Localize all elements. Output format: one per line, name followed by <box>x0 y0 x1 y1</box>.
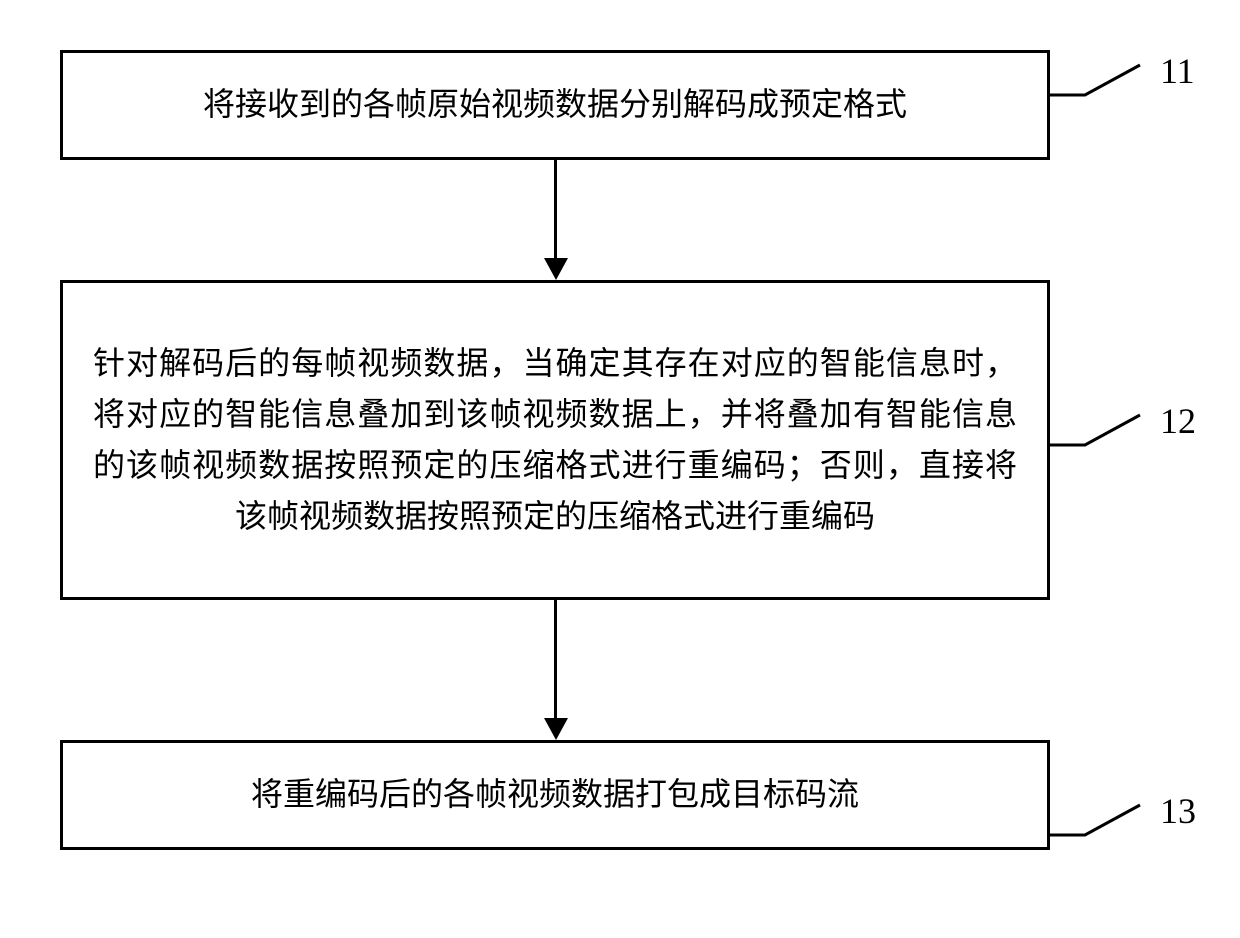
arrow-line-2 <box>554 600 557 720</box>
flow-step-11-text: 将接收到的各帧原始视频数据分别解码成预定格式 <box>203 79 907 130</box>
step-label-12: 12 <box>1160 400 1196 442</box>
flow-step-13: 将重编码后的各帧视频数据打包成目标码流 <box>60 740 1050 850</box>
step-label-11: 11 <box>1160 50 1195 92</box>
flowchart-container: 将接收到的各帧原始视频数据分别解码成预定格式 针对解码后的每帧视频数据，当确定其… <box>0 0 1240 938</box>
connector-12 <box>1050 405 1160 455</box>
arrow-head-1 <box>544 258 568 280</box>
step-label-13: 13 <box>1160 790 1196 832</box>
arrow-head-2 <box>544 718 568 740</box>
connector-11 <box>1050 55 1160 105</box>
arrow-line-1 <box>554 160 557 260</box>
connector-13 <box>1050 795 1160 845</box>
flow-step-12-text: 针对解码后的每帧视频数据，当确定其存在对应的智能信息时，将对应的智能信息叠加到该… <box>93 338 1017 543</box>
flow-step-13-text: 将重编码后的各帧视频数据打包成目标码流 <box>251 769 859 820</box>
flow-step-12: 针对解码后的每帧视频数据，当确定其存在对应的智能信息时，将对应的智能信息叠加到该… <box>60 280 1050 600</box>
flow-step-11: 将接收到的各帧原始视频数据分别解码成预定格式 <box>60 50 1050 160</box>
